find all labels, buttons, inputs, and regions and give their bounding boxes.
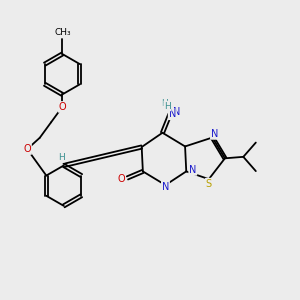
Text: O: O: [58, 102, 66, 112]
Text: N: N: [172, 107, 179, 117]
Text: CH₃: CH₃: [54, 28, 70, 37]
Text: S: S: [206, 178, 212, 189]
Text: N: N: [162, 182, 169, 192]
Text: H: H: [161, 99, 168, 108]
Text: N: N: [211, 129, 218, 139]
Text: N: N: [189, 165, 196, 175]
Text: N: N: [173, 107, 180, 117]
Text: O: O: [23, 144, 31, 154]
Text: O: O: [118, 174, 125, 184]
Text: H: H: [164, 101, 171, 110]
Text: H: H: [58, 153, 65, 162]
Text: N: N: [169, 109, 176, 119]
